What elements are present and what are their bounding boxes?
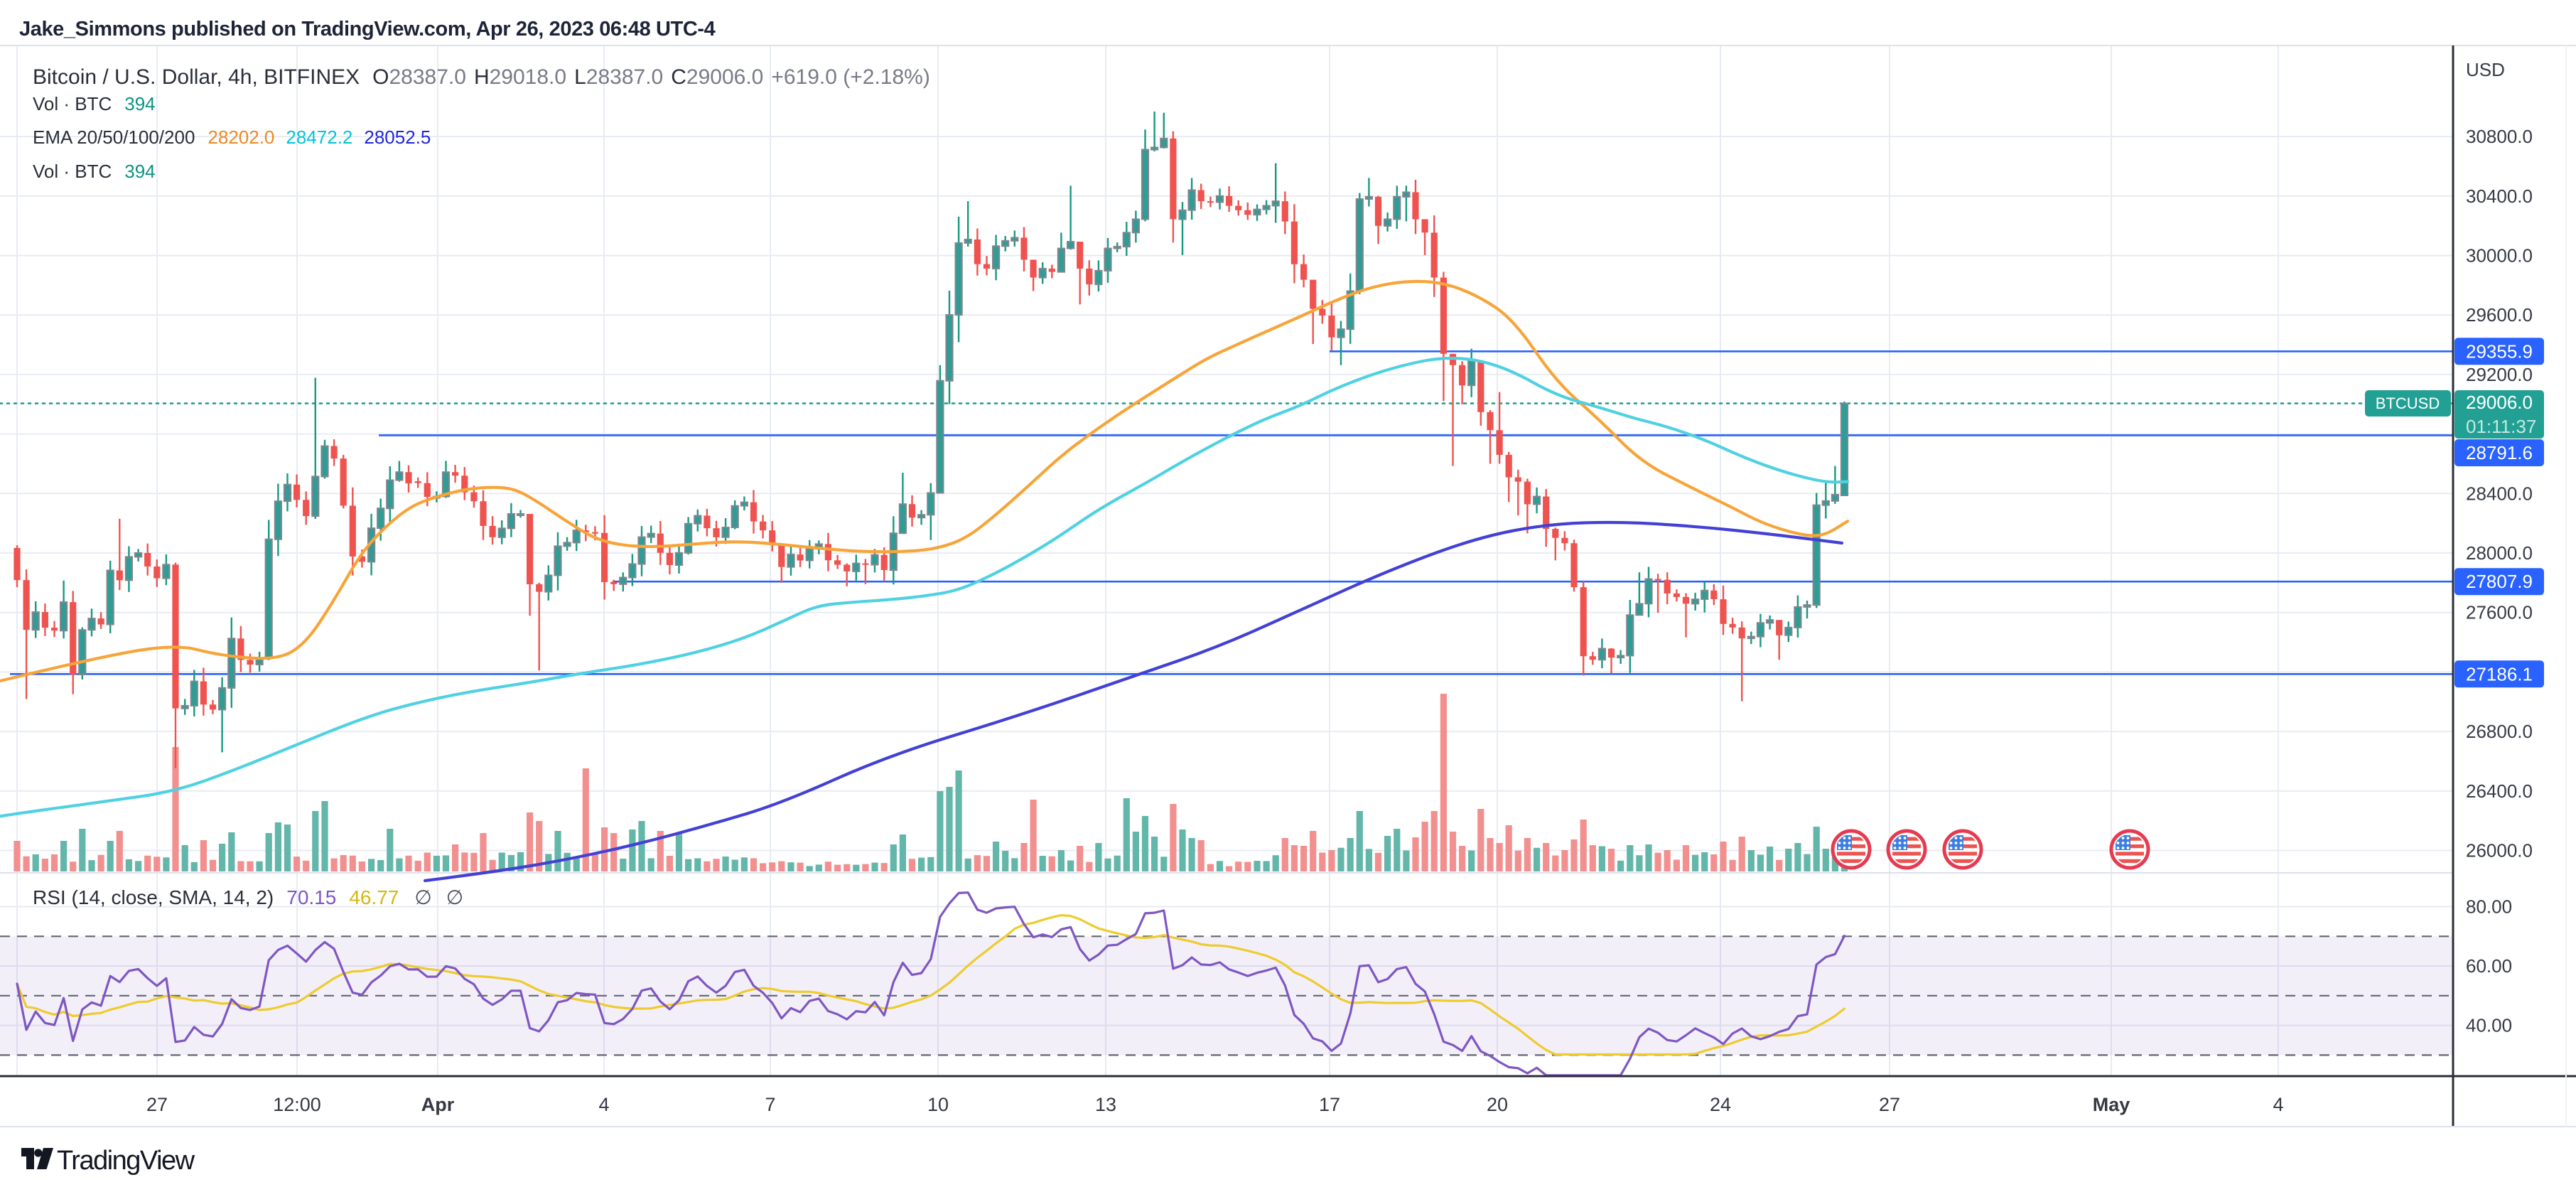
svg-text:4: 4	[2273, 1094, 2283, 1115]
svg-text:4: 4	[598, 1094, 609, 1115]
svg-text:27: 27	[1879, 1094, 1900, 1115]
svg-text:60.00: 60.00	[2466, 955, 2512, 977]
svg-text:26800.0: 26800.0	[2466, 721, 2533, 742]
svg-text:29600.0: 29600.0	[2466, 304, 2533, 326]
svg-text:USD: USD	[2466, 59, 2505, 80]
svg-text:01:11:37: 01:11:37	[2466, 416, 2536, 437]
svg-text:RSI (14, close, SMA, 14, 2)70.: RSI (14, close, SMA, 14, 2) 70.15 46.77 ∅ ∅	[33, 886, 463, 908]
svg-text:26000.0: 26000.0	[2466, 840, 2533, 861]
svg-text:BTCUSD: BTCUSD	[2376, 394, 2440, 412]
svg-text:7: 7	[765, 1094, 775, 1115]
svg-text:17: 17	[1319, 1094, 1340, 1115]
svg-text:May: May	[2093, 1094, 2130, 1115]
svg-text:27186.1: 27186.1	[2466, 663, 2533, 684]
svg-text:27: 27	[146, 1094, 168, 1115]
svg-text:80.00: 80.00	[2466, 896, 2512, 918]
svg-text:30000.0: 30000.0	[2466, 245, 2533, 267]
svg-text:28400.0: 28400.0	[2466, 483, 2533, 504]
svg-text:27600.0: 27600.0	[2466, 602, 2533, 623]
svg-text:20: 20	[1487, 1094, 1508, 1115]
svg-text:Jake_Simmons published on Trad: Jake_Simmons published on TradingView.co…	[19, 18, 716, 41]
svg-text:Bitcoin / U.S. Dollar, 4h, BIT: Bitcoin / U.S. Dollar, 4h, BITFINEX O2838…	[33, 65, 930, 89]
svg-text:29200.0: 29200.0	[2466, 364, 2533, 385]
svg-text:TradingView: TradingView	[57, 1146, 195, 1176]
svg-text:28000.0: 28000.0	[2466, 542, 2533, 564]
svg-text:30400.0: 30400.0	[2466, 186, 2533, 207]
svg-text:30800.0: 30800.0	[2466, 126, 2533, 147]
svg-text:10: 10	[927, 1094, 949, 1115]
svg-text:27807.9: 27807.9	[2466, 571, 2533, 592]
svg-text:29355.9: 29355.9	[2466, 340, 2533, 362]
svg-text:26400.0: 26400.0	[2466, 780, 2533, 802]
svg-text:40.00: 40.00	[2466, 1015, 2512, 1036]
svg-text:Apr: Apr	[421, 1094, 455, 1115]
svg-text:12:00: 12:00	[273, 1094, 321, 1115]
svg-text:29006.0: 29006.0	[2466, 392, 2533, 413]
svg-text:28791.6: 28791.6	[2466, 442, 2533, 463]
svg-text:24: 24	[1710, 1094, 1731, 1115]
svg-text:13: 13	[1095, 1094, 1116, 1115]
